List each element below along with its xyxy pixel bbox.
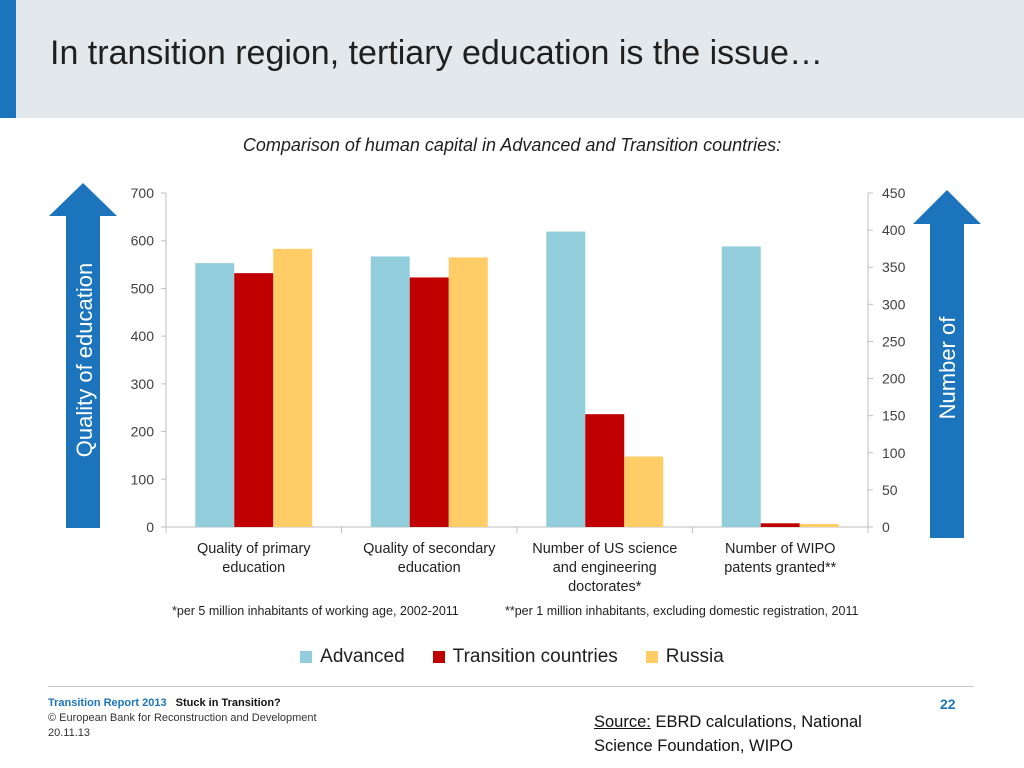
legend-label-russia: Russia [665,646,724,667]
y-left-tick-label: 0 [146,519,154,535]
category-label: education [222,560,285,576]
y-left-tick-label: 200 [131,424,155,440]
category-label: patents granted** [724,560,836,576]
category-labels-layer: Quality of primary education Quality of se… [197,541,837,595]
bar-advanced-cat1 [195,263,235,527]
y-right-tick-label: 200 [882,371,906,387]
legend-swatch-russia [645,651,658,663]
footer-divider [48,686,974,687]
right-arrow-label: Number of [935,316,960,420]
bar-russia-cat4 [799,524,839,527]
bar-russia-cat1 [273,248,313,527]
footer-report-name: Transition Report 2013 [48,697,167,709]
category-label: Number of WIPO [725,541,835,557]
category-label: doctorates* [568,579,642,595]
category-label: and engineering [553,560,657,576]
y-left-tick-label: 400 [131,328,155,344]
y-right-tick-label: 250 [882,333,906,349]
y-right-tick-label: 300 [882,296,906,312]
title-bar: In transition region, tertiary education… [0,0,1024,118]
legend-label-advanced: Advanced [320,646,405,667]
footnote-right: **per 1 million inhabitants, excluding d… [505,604,859,618]
y-right-tick-label: 150 [882,408,906,424]
footer-info: Transition Report 2013 Stuck in Transiti… [48,696,317,741]
legend-item-russia: Russia [645,646,724,668]
y-right-tick-label: 400 [882,222,906,238]
footer-report-subtitle: Stuck in Transition? [175,697,281,709]
source-label: Source: [594,713,651,731]
chart-legend: Advanced Transition countries Russia [0,646,1024,668]
bar-advanced-cat4 [721,246,761,527]
chart-subtitle: Comparison of human capital in Advanced … [242,135,782,155]
category-label: Quality of secondary [363,541,496,557]
footer-copyright: © European Bank for Reconstruction and D… [48,712,317,724]
legend-label-transition: Transition countries [452,646,618,667]
category-label: Quality of primary [197,541,311,557]
y-left-tick-label: 100 [131,471,155,487]
bar-russia-cat3 [624,456,664,527]
bar-transition-cat1 [234,273,274,527]
page-number: 22 [940,696,956,712]
y-right-tick-label: 450 [882,185,906,201]
y-right-tick-label: 0 [882,519,890,535]
slide-title: In transition region, tertiary education… [50,34,823,72]
bar-russia-cat2 [448,257,488,527]
bar-transition-cat4 [760,523,800,527]
category-label: Number of US science [532,541,677,557]
bar-chart: Quality of education Number of 0 100 200 30… [49,183,981,595]
right-arrow-icon [913,190,981,538]
left-arrow-icon [49,183,117,528]
legend-item-transition: Transition countries [432,646,618,668]
bar-advanced-cat2 [370,256,410,527]
left-arrow-label: Quality of education [72,263,97,457]
bar-transition-cat2 [409,277,449,527]
y-right-tick-label: 50 [882,482,898,498]
category-label: education [398,560,461,576]
y-left-tick-label: 300 [131,376,155,392]
bars-layer [195,231,839,527]
bar-advanced-cat3 [546,231,586,527]
y-left-tick-label: 700 [131,185,155,201]
bar-transition-cat3 [585,414,625,527]
title-accent-stripe [0,0,16,118]
y-right-tick-label: 350 [882,259,906,275]
legend-swatch-transition [432,651,445,663]
y-left-tick-label: 500 [131,280,155,296]
y-left-tick-label: 600 [131,233,155,249]
legend-swatch-advanced [300,651,313,663]
footer-date: 20.11.13 [48,727,91,739]
source-text: EBRD calculations, National Science Foun… [594,713,862,755]
footnote-left: *per 5 million inhabitants of working ag… [172,604,459,618]
legend-item-advanced: Advanced [300,646,405,668]
source-note: Source: EBRD calculations, National Scie… [594,710,924,758]
y-right-tick-label: 100 [882,445,906,461]
